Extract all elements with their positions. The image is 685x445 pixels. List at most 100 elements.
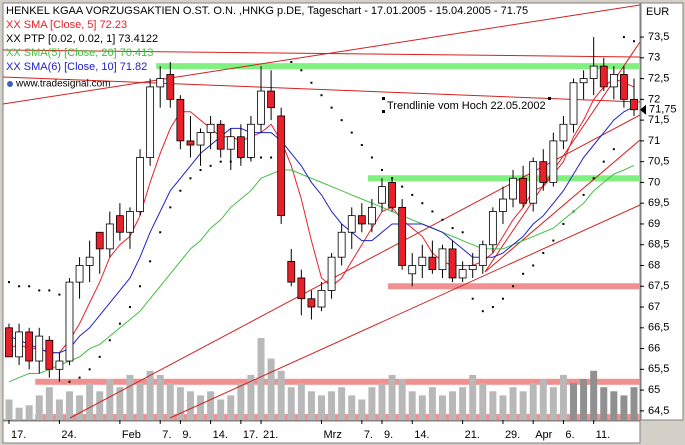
trend-line (2, 49, 641, 58)
volume-bar (499, 395, 507, 420)
sar-dot (592, 177, 595, 180)
candle-body (569, 82, 578, 125)
sar-dot (320, 94, 323, 97)
candle-body (247, 123, 255, 158)
volume-bar (580, 379, 588, 420)
sar-dot (350, 131, 353, 134)
logo-icon (7, 81, 13, 87)
x-tick-label: Feb (122, 429, 141, 441)
candle-body (519, 177, 528, 204)
volume-bar (378, 383, 386, 420)
chart-title: HENKEL KGAA VORZUGSAKTIEN O.ST. O.N. ,HN… (6, 5, 528, 17)
trend-line (169, 204, 641, 419)
volume-bar (630, 387, 638, 420)
volume-bar (76, 395, 84, 420)
sar-dot (512, 285, 515, 288)
trend-line (484, 139, 641, 273)
sar-dot (209, 164, 212, 167)
candle-body (297, 277, 306, 300)
legend: XX SMA [Close, 5] 72.23 XX PTP [0.02, 0.0… (6, 19, 158, 73)
volume-bar (529, 383, 537, 420)
candle-body (206, 123, 215, 133)
volume-bar (398, 379, 406, 420)
sar-dot (401, 185, 404, 188)
sar-dot (78, 376, 81, 379)
candle-body (368, 206, 376, 225)
candle-body (337, 231, 346, 258)
last-label: 71,75 (649, 104, 677, 116)
sar-dot (562, 222, 565, 225)
legend-entry: XX PTP [0.02, 0.02, 1] 73.4122 (6, 33, 158, 45)
candle-body (126, 211, 134, 233)
candle-body (5, 327, 13, 358)
source: www.tradesignal.com (15, 79, 110, 90)
volume-bar (328, 391, 336, 420)
candle-body (277, 115, 286, 217)
volume-bar (25, 405, 33, 420)
sar-dot (633, 40, 635, 43)
candle-body (25, 331, 34, 362)
y-tick-label: 66 (648, 342, 660, 354)
sar-dot (88, 368, 91, 371)
volume-bar (217, 399, 225, 420)
volume-bar (136, 383, 144, 420)
sar-dot (602, 160, 605, 163)
volume-bar (247, 374, 255, 420)
sar-dot (118, 322, 121, 325)
candle-body (388, 182, 396, 208)
volume-bar (86, 383, 94, 420)
candle-body (156, 78, 165, 88)
volume-bar (96, 391, 104, 420)
candle-body (589, 65, 598, 79)
volume-bar (207, 391, 215, 420)
sar-dot (128, 306, 131, 309)
sar-dot (58, 293, 61, 296)
volume-bar (186, 391, 194, 420)
y-tick-label: 71 (648, 135, 660, 147)
level-line (156, 63, 641, 70)
volume-bar (15, 407, 23, 420)
volume-bar (318, 395, 325, 420)
volume-bar (5, 399, 13, 420)
axes: 64,5 65 65,5 66 66,5 67 67,5 68 68,5 69 69,5 70 70,5… (8, 31, 669, 441)
candle-body (549, 140, 558, 183)
sar-dot (421, 202, 424, 205)
volume-bar (509, 387, 517, 420)
volume-bar (65, 391, 73, 420)
sar-dot (189, 177, 192, 180)
volume-bar (197, 395, 205, 420)
volume-bar (570, 383, 578, 420)
x-tick-label: 14. (213, 429, 228, 441)
volume-bar (237, 383, 245, 420)
candle-body (347, 215, 356, 233)
candle-body (529, 161, 538, 204)
x-tick-label: 14. (414, 429, 429, 441)
candle-body (418, 256, 427, 266)
candle-body (146, 86, 155, 158)
candle-body (15, 331, 23, 358)
candle-body (509, 177, 517, 200)
volume-bar (408, 391, 416, 420)
sar-dot (471, 297, 474, 300)
candle-body (468, 265, 477, 271)
volume-bar (146, 370, 154, 420)
sar-dot (28, 285, 31, 288)
sar-dot (159, 231, 162, 234)
candle-body (186, 140, 195, 146)
sar-dot (582, 193, 585, 196)
candle-body (448, 248, 457, 279)
candle-body (55, 360, 64, 370)
x-tick-label: 24. (61, 429, 76, 441)
y-tick-label: 69 (648, 218, 660, 230)
sar-dot (441, 218, 444, 221)
volume-bar (388, 374, 396, 420)
volume-bar (368, 387, 376, 420)
sar-dot (260, 156, 263, 159)
candle-body (327, 256, 336, 291)
volume-bar (277, 370, 285, 420)
y-tick-label: 65,5 (648, 363, 669, 375)
candle-body (75, 265, 84, 283)
sar-dot (18, 285, 21, 288)
x-tick-label: Mrz (324, 429, 342, 441)
